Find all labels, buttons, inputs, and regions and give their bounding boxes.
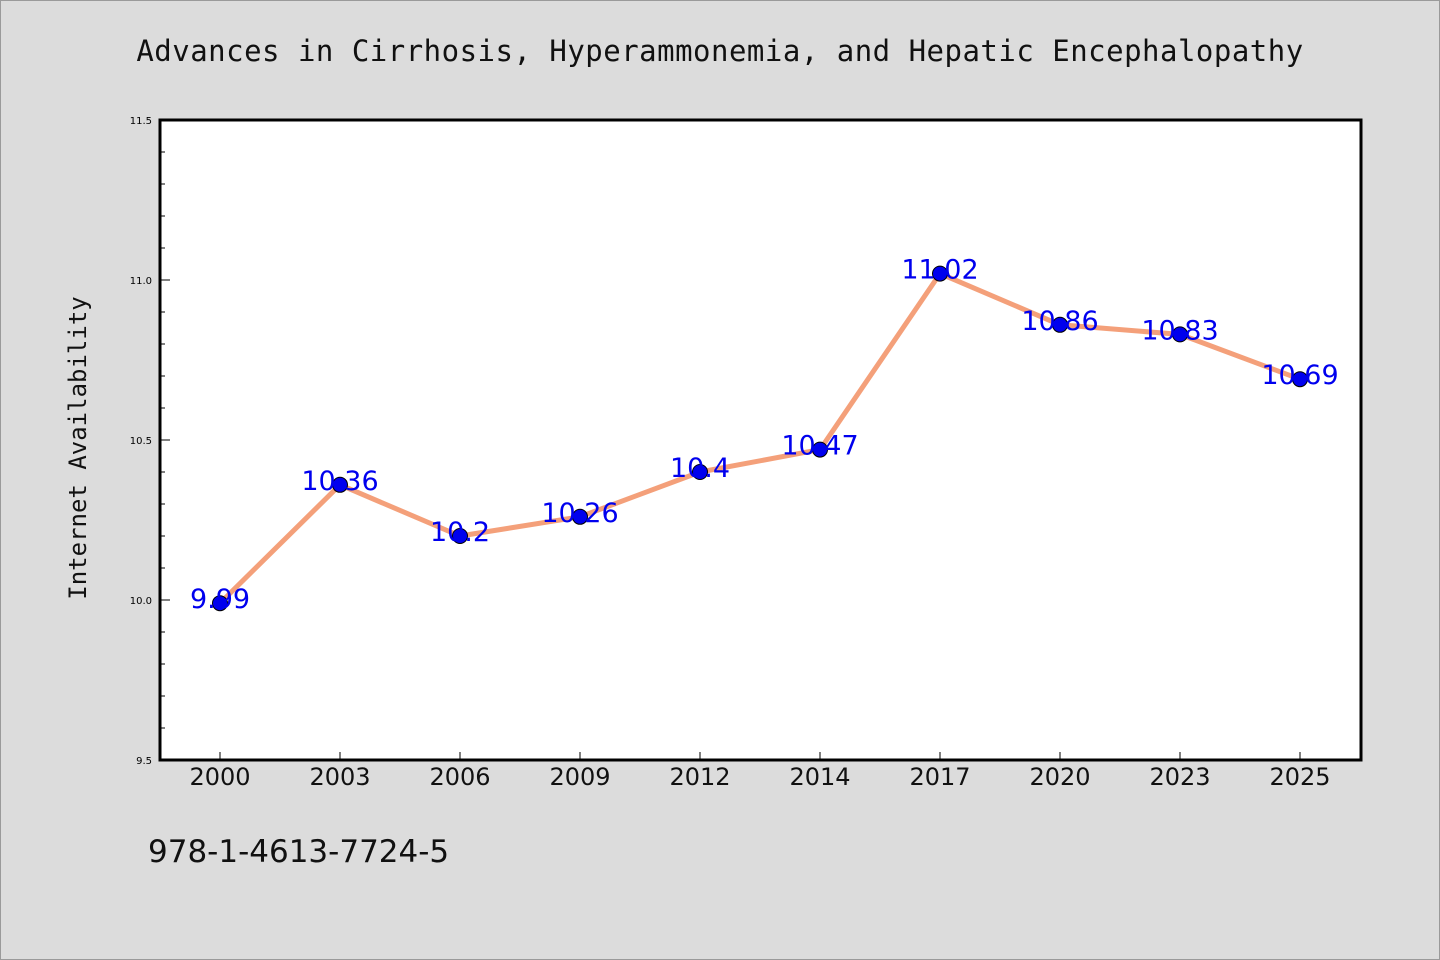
data-point <box>1292 371 1308 388</box>
x-tick-label: 2025 <box>1269 763 1330 791</box>
data-point <box>1172 326 1188 343</box>
data-label: 10.47 <box>781 431 858 462</box>
series-group: 9.99 10.36 10.2 10.26 10.4 10.47 11.02 10.86 10.… <box>190 255 1339 616</box>
data-label: 10.26 <box>541 498 618 529</box>
data-label: 11.02 <box>901 255 978 286</box>
x-tick-label: 2006 <box>429 763 490 791</box>
x-axis: 2000 2003 2006 2009 2012 2014 2017 2020 2023 2025 <box>189 752 1331 791</box>
y-tick-label: 10.0 <box>130 596 152 607</box>
x-tick-label: 2009 <box>549 763 610 791</box>
data-label: 10.2 <box>430 517 490 548</box>
data-point <box>572 508 588 525</box>
series-line <box>218 271 1301 605</box>
data-label: 10.83 <box>1141 315 1218 346</box>
x-tick-label: 2014 <box>789 763 850 791</box>
data-point <box>812 441 828 458</box>
x-tick-label: 2023 <box>1149 763 1210 791</box>
plot-area <box>158 118 1363 762</box>
y-tick-label: 10.5 <box>130 436 152 447</box>
x-tick-label: 2017 <box>909 763 970 791</box>
data-label: 10.36 <box>301 466 378 497</box>
data-label: 10.86 <box>1021 306 1098 337</box>
data-point <box>212 595 228 612</box>
x-tick-label: 2000 <box>189 763 250 791</box>
x-tick-label: 2020 <box>1029 763 1090 791</box>
data-point <box>1052 316 1068 333</box>
data-point <box>932 265 948 282</box>
data-point <box>332 476 348 493</box>
x-tick-label: 2003 <box>309 763 370 791</box>
data-point <box>452 528 468 544</box>
footer-code: 978-1-4613-7724-5 <box>148 834 450 870</box>
data-point <box>692 464 708 480</box>
data-label: 10.4 <box>670 453 730 484</box>
chart-title: Advances in Cirrhosis, Hyperammonemia, a… <box>136 34 1304 68</box>
x-tick-label: 2012 <box>669 763 730 791</box>
y-axis-label: Internet Availability <box>64 296 92 599</box>
y-tick-label: 11.0 <box>130 276 152 287</box>
y-axis: 9.5 10.0 10.5 11.0 11.5 <box>130 116 170 767</box>
data-label: 10.69 <box>1261 360 1338 391</box>
y-tick-label: 11.5 <box>130 116 152 127</box>
y-tick-label: 9.5 <box>136 756 152 767</box>
data-label: 9.99 <box>190 584 250 615</box>
